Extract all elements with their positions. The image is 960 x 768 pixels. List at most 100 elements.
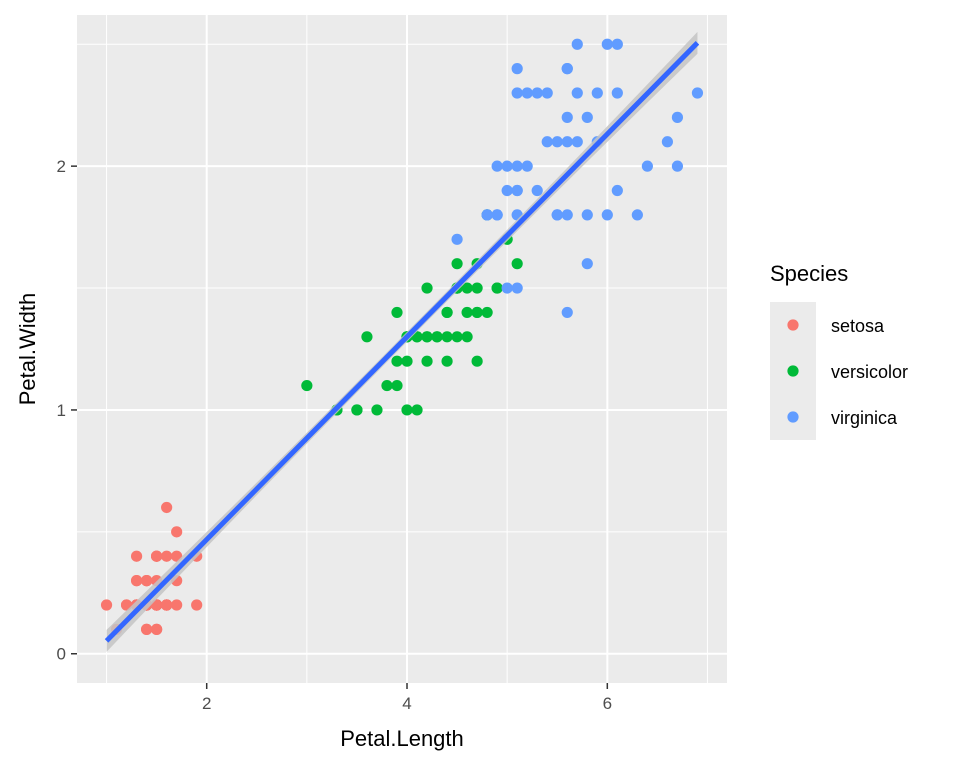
legend-key-versicolor: [787, 365, 799, 377]
data-point-setosa: [161, 599, 173, 611]
data-point-virginica: [661, 136, 674, 148]
data-point-versicolor: [351, 404, 363, 416]
data-point-versicolor: [511, 258, 523, 270]
data-point-versicolor: [441, 355, 453, 367]
data-point-setosa: [151, 623, 163, 635]
y-tick-label: 1: [57, 401, 66, 420]
data-point-virginica: [591, 87, 603, 99]
data-point-virginica: [581, 258, 593, 270]
data-point-setosa: [141, 623, 153, 635]
data-point-virginica: [511, 282, 523, 294]
legend: Species setosa versicolor virginica: [770, 261, 908, 440]
data-point-virginica: [611, 38, 623, 50]
data-point-virginica: [551, 136, 563, 148]
data-point-virginica: [671, 160, 684, 172]
data-point-versicolor: [431, 331, 443, 343]
legend-label-virginica: virginica: [831, 408, 898, 428]
data-point-virginica: [541, 136, 553, 148]
data-point-virginica: [521, 160, 533, 172]
axes: 2 4 6 0 1 2: [57, 157, 613, 713]
data-point-setosa: [171, 526, 183, 538]
data-point-virginica: [561, 63, 573, 75]
data-point-setosa: [151, 550, 163, 562]
data-point-versicolor: [471, 306, 483, 319]
legend-title: Species: [770, 261, 848, 286]
data-point-virginica: [611, 184, 623, 197]
y-tick-label: 0: [57, 645, 66, 664]
data-point-versicolor: [381, 379, 393, 392]
data-point-versicolor: [401, 404, 413, 416]
data-point-virginica: [501, 160, 513, 172]
data-point-versicolor: [471, 355, 483, 367]
data-point-versicolor: [441, 331, 453, 343]
data-point-virginica: [581, 209, 593, 221]
regression-fit: [104, 31, 700, 652]
data-point-virginica: [691, 87, 704, 99]
data-point-versicolor: [411, 404, 423, 416]
data-point-versicolor: [481, 306, 493, 319]
data-point-virginica: [561, 209, 573, 221]
data-point-versicolor: [421, 282, 433, 294]
data-point-virginica: [671, 111, 684, 123]
data-point-virginica: [561, 136, 573, 148]
data-point-virginica: [501, 282, 513, 294]
data-point-virginica: [611, 87, 623, 99]
data-point-virginica: [491, 209, 503, 221]
x-tick-label: 4: [402, 694, 411, 713]
data-point-virginica: [551, 209, 563, 221]
data-point-virginica: [521, 87, 533, 99]
legend-label-setosa: setosa: [831, 316, 885, 336]
data-point-versicolor: [371, 404, 383, 416]
data-point-versicolor: [451, 331, 463, 343]
data-point-virginica: [511, 63, 523, 75]
data-point-virginica: [571, 87, 583, 99]
data-point-versicolor: [361, 331, 373, 343]
data-point-virginica: [511, 87, 523, 99]
y-axis-title: Petal.Width: [15, 293, 40, 406]
data-point-virginica: [571, 38, 583, 50]
data-point-setosa: [141, 575, 153, 587]
data-point-versicolor: [421, 355, 433, 367]
data-point-versicolor: [391, 355, 403, 367]
data-point-versicolor: [471, 282, 483, 294]
data-point-virginica: [541, 87, 553, 99]
data-point-setosa: [191, 599, 203, 611]
legend-key-virginica: [787, 411, 799, 423]
data-point-virginica: [491, 160, 503, 172]
regression-line: [104, 41, 700, 643]
data-point-versicolor: [461, 331, 473, 343]
data-point-versicolor: [461, 306, 473, 319]
data-point-virginica: [451, 233, 463, 245]
data-point-setosa: [100, 599, 113, 611]
data-point-versicolor: [491, 282, 503, 294]
data-point-versicolor: [401, 355, 413, 367]
data-point-versicolor: [391, 306, 403, 319]
data-point-setosa: [161, 501, 173, 514]
x-axis-title: Petal.Length: [340, 726, 464, 751]
data-point-virginica: [531, 87, 543, 99]
data-point-setosa: [130, 575, 143, 587]
data-point-virginica: [501, 184, 513, 197]
legend-key-setosa: [787, 319, 799, 331]
data-point-versicolor: [391, 379, 403, 392]
data-point-versicolor: [451, 258, 463, 270]
data-point-virginica: [581, 111, 593, 123]
data-point-virginica: [601, 38, 613, 50]
data-point-virginica: [511, 160, 523, 172]
data-point-virginica: [531, 184, 543, 197]
data-point-setosa: [161, 550, 173, 562]
data-point-virginica: [571, 136, 583, 148]
y-tick-label: 2: [57, 157, 66, 176]
data-point-virginica: [561, 111, 573, 123]
grid-major: [77, 15, 727, 683]
data-point-setosa: [171, 599, 183, 611]
legend-label-versicolor: versicolor: [831, 362, 908, 382]
data-point-setosa: [130, 550, 143, 562]
data-point-versicolor: [461, 282, 473, 294]
data-point-virginica: [511, 184, 523, 197]
data-point-virginica: [561, 306, 573, 319]
data-point-versicolor: [301, 379, 313, 392]
data-point-virginica: [631, 209, 643, 221]
x-tick-label: 6: [603, 694, 612, 713]
